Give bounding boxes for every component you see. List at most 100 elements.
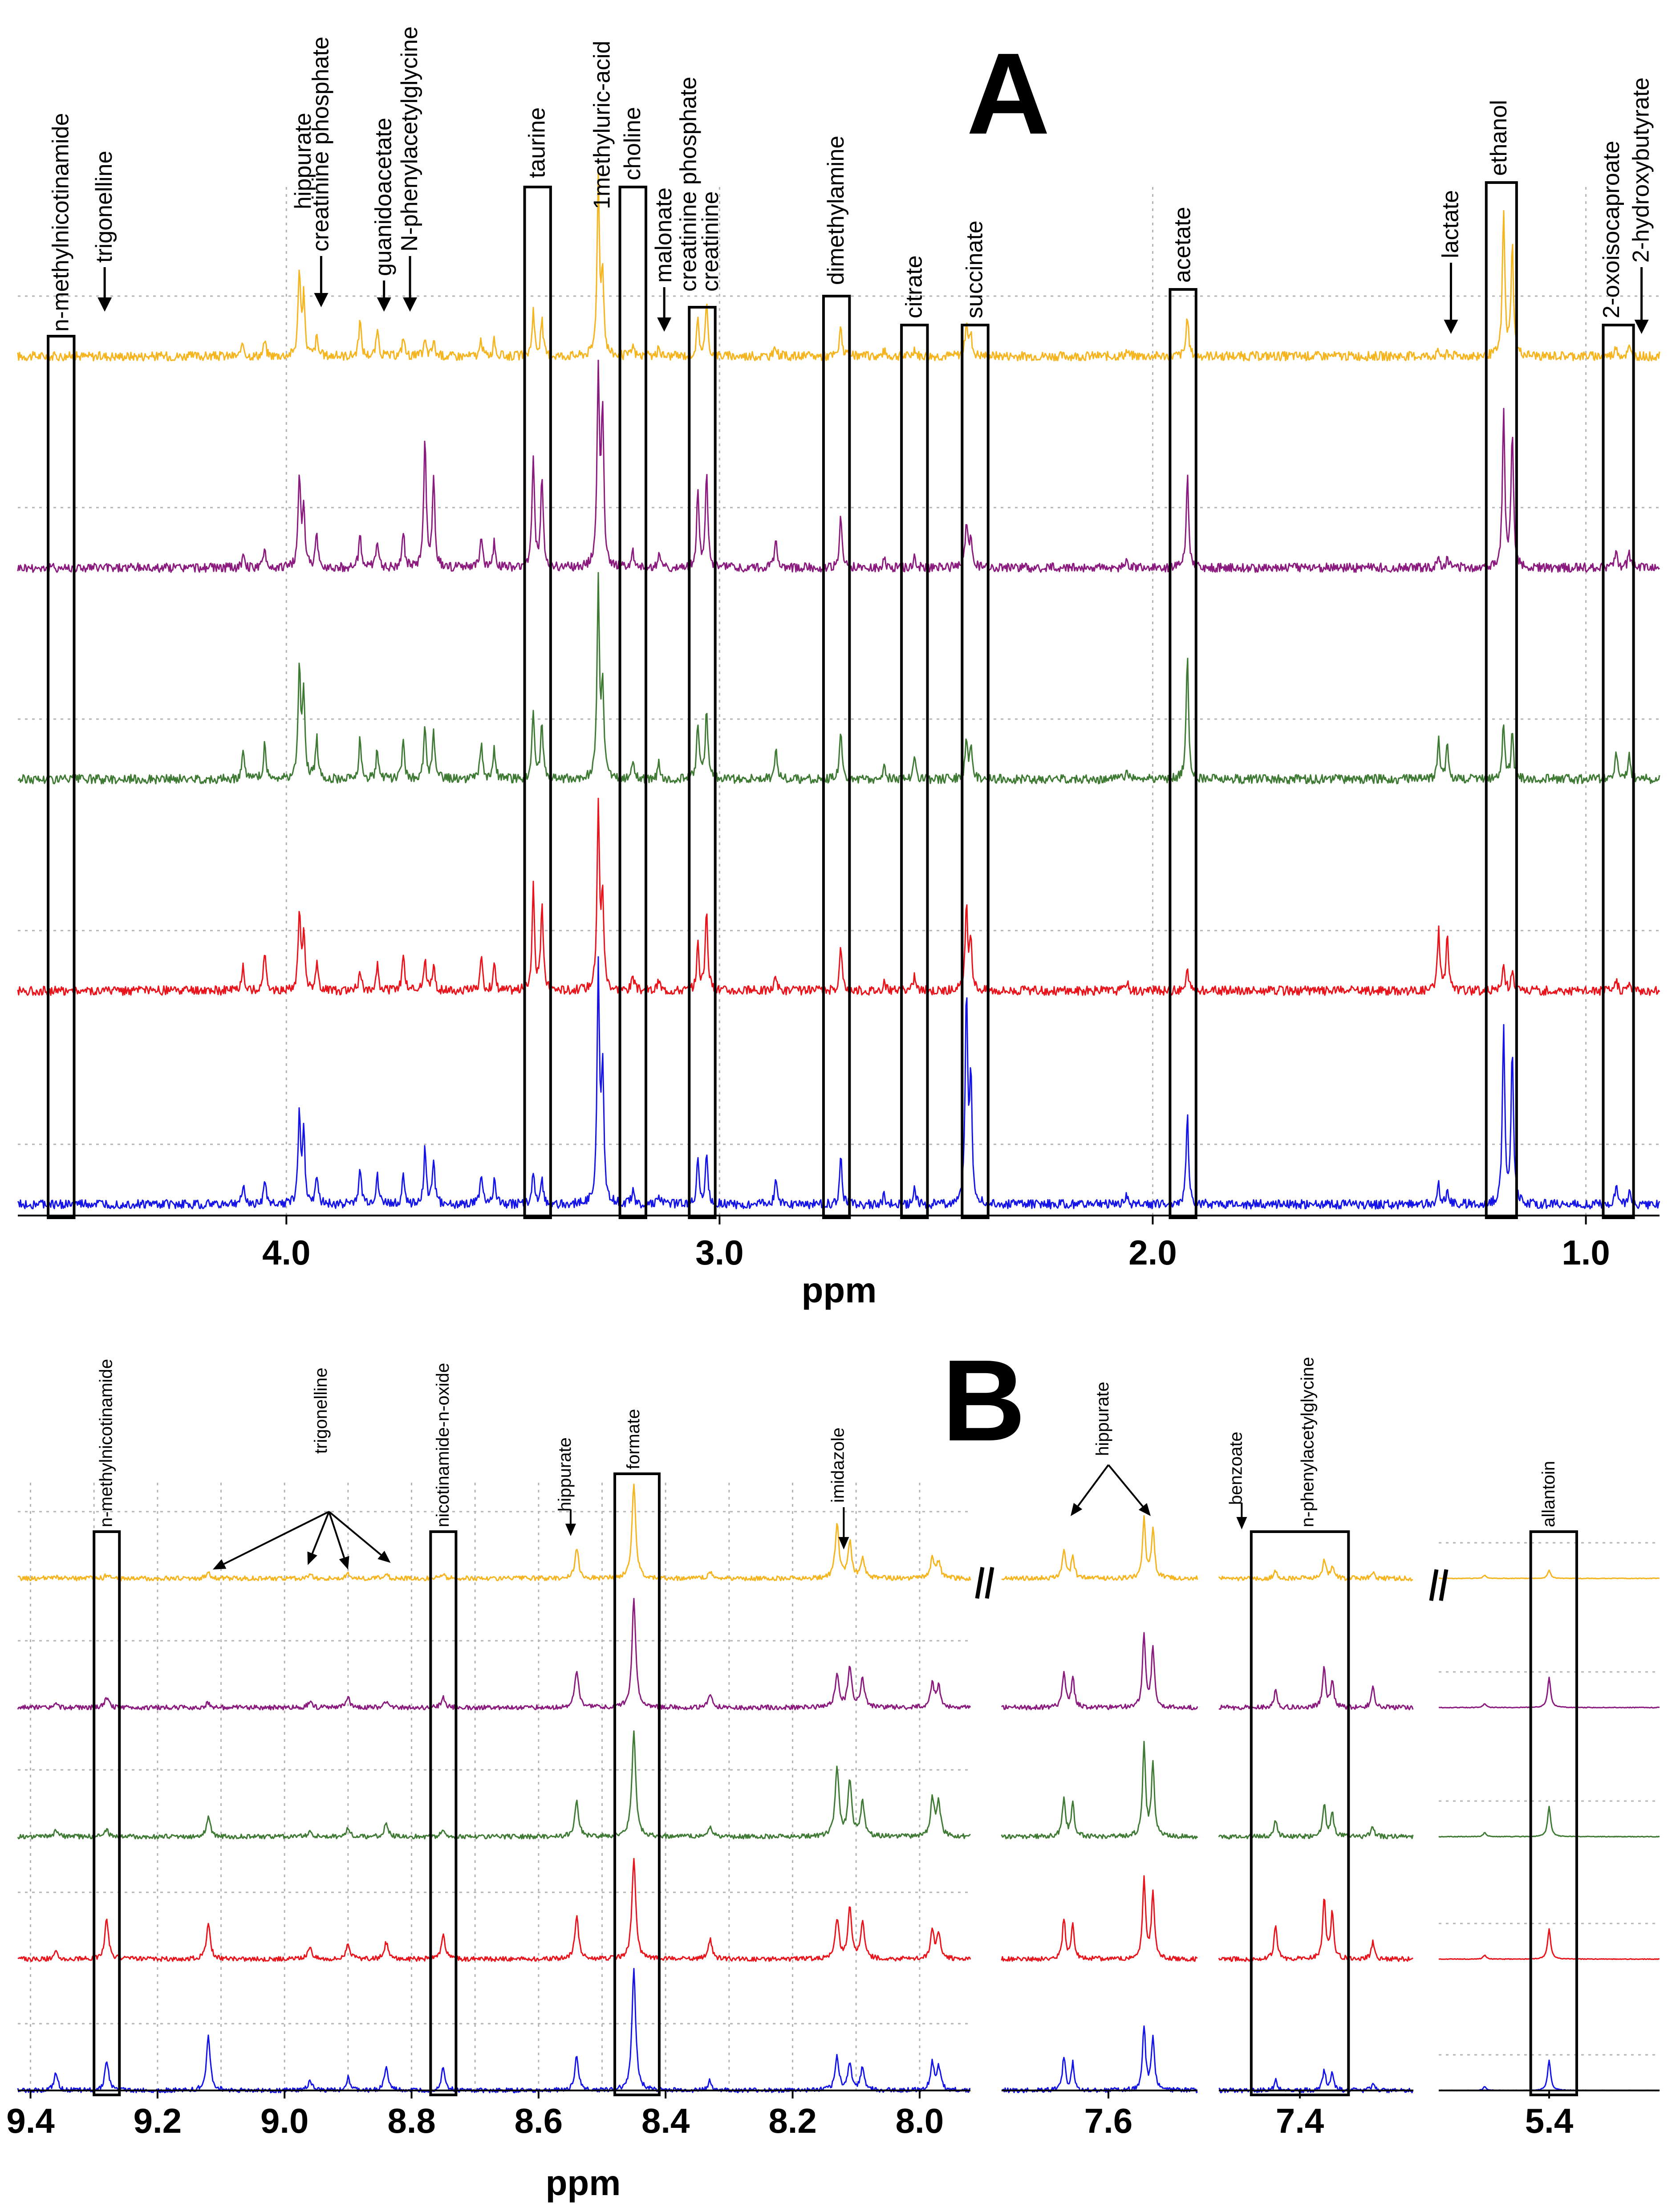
annotation-arrowhead [377,1550,391,1563]
annotation-arrow [1108,1464,1144,1507]
annotation-arrow [328,1511,382,1556]
axis-break-mark [1439,1569,1449,1601]
annotation-label: ethanol [1486,100,1512,176]
annotation-label: imidazole [828,1427,848,1503]
region-box-succinate [961,324,990,1219]
panel-a-region-boxes [47,181,1635,1219]
annotation-label: hippurate [290,113,316,209]
panel-a: A n-methylnicotinamide trigonelline hippur… [17,26,1660,1310]
panel-b-label: B [942,1336,1026,1465]
annotation-label: dimethylamine [823,136,849,285]
panel-a-annotations: n-methylnicotinamide trigonelline hippurat… [48,26,1654,334]
annotation-arrow [311,1511,330,1554]
annotation-label: formate [624,1409,643,1469]
region-box-n-methylnicotinamide [47,335,76,1219]
annotation-arrowhead [314,293,329,307]
spectrum-yellow-spectrum [17,1484,971,1582]
spectrum-purple-spectrum [17,359,1660,573]
tick-label: 5.4 [1525,2101,1573,2140]
spectrum-green-spectrum [1438,1805,1660,1838]
tick-label: 1.0 [1562,1233,1610,1272]
annotation-label: lactate [1438,190,1464,258]
spectrum-blue-spectrum [17,956,1660,1210]
annotation-arrowhead [657,317,672,332]
spectrum-purple-spectrum [17,1598,971,1711]
annotation-arrowhead [213,1559,227,1570]
axis-break-mark [985,1567,994,1599]
annotation-label: n-methylnicotinamide [48,113,73,332]
annotation-label: 1methyluric-acid [589,41,615,209]
tick-label: 8.6 [515,2101,563,2140]
tick-label: 7.6 [1084,2101,1132,2140]
spectrum-green-spectrum [1218,1804,1414,1840]
annotation-label: malonate [651,187,677,283]
annotation-label: creatinine phosphate [308,37,333,252]
panel-b-spectra [17,1484,1660,2094]
spectrum-blue-spectrum [1438,2059,1660,2092]
region-box-dimethylamine [822,295,851,1219]
region-box-taurine [523,186,552,1219]
annotation-arrow [328,1511,345,1558]
region-box-n-methylnicotinamide [93,1530,121,2096]
spectrum-yellow-spectrum [1438,1570,1660,1580]
annotation-label: n-phenylacetylglycine [1298,1357,1317,1527]
annotation-label: hippurate [1093,1382,1112,1456]
panel-b: B n-methylnicotinamide trigonelline nicoti… [6,1336,1660,2203]
annotation-arrowhead [377,297,391,312]
region-box-allantoin [1529,1530,1579,2096]
tick-label: 8.4 [641,2101,690,2140]
tick-label: 4.0 [262,1233,310,1272]
tick-label: 8.8 [387,2101,435,2140]
annotation-label: nicotinamide-n-oxide [433,1363,453,1527]
spectrum-blue-spectrum [1218,2068,1414,2094]
panel-b-axis-breaks [975,1567,1449,1601]
tick-label: 2.0 [1128,1233,1177,1272]
annotation-arrowhead [1071,1503,1083,1516]
annotation-arrowhead [339,1556,349,1570]
annotation-label: allantoin [1539,1461,1558,1527]
region-box-2-hydroxybutyrate [1602,324,1635,1219]
panel-b-annotations: n-methylnicotinamide trigonelline nicotina… [97,1357,1558,1570]
annotation-label: creatinine phosphate [676,77,702,292]
axis-break-mark [1429,1569,1439,1601]
tick-label: 9.0 [260,2101,308,2140]
spectrum-blue-spectrum [1001,2025,1198,2094]
panel-a-label: A [966,29,1050,159]
annotation-label: 2-hydroxybutyrate [1628,77,1654,263]
tick-label: 9.2 [134,2101,182,2140]
annotation-label: N-phenylacetylglycine [397,26,422,252]
annotation-label: acetate [1170,207,1196,283]
tick-label: 3.0 [695,1233,743,1272]
panel-a-spectra [17,171,1660,1210]
annotation-label: creatinine [698,191,723,292]
spectrum-red-spectrum [1001,1875,1198,1962]
spectrum-green-spectrum [17,1730,971,1840]
region-box-nicotinamide-n-oxide [429,1530,458,2096]
annotation-arrowhead [1444,320,1458,334]
region-box-ethanol [1485,181,1518,1219]
axis-break-mark [975,1567,985,1599]
tick-label: 7.4 [1276,2101,1324,2140]
spectrum-purple-spectrum [1438,1676,1660,1709]
spectrum-blue-spectrum [17,1968,971,2094]
annotation-label: taurine [524,107,550,178]
panel-a-xlabel: ppm [802,1270,877,1310]
tick-label: 9.4 [6,2101,54,2140]
annotation-label: hippurate [555,1437,575,1512]
panel-b-x-axes: 9.4 9.2 9.0 8.8 8.6 8.4 8.2 8.0 7.6 7.4 5.4 [6,2090,1660,2140]
annotation-arrowhead [403,297,418,312]
spectrum-yellow-spectrum [17,171,1660,362]
annotation-arrowhead [565,1524,576,1536]
spectrum-yellow-spectrum [1218,1558,1413,1582]
region-box-formate [613,1472,661,2096]
annotation-arrowhead [1236,1517,1247,1529]
region-box-acetate [1169,288,1197,1219]
tick-label: 8.0 [896,2101,944,2140]
annotation-label: citrate [901,255,927,318]
annotation-label: benzoate [1226,1431,1246,1505]
annotation-label: 2-oxoisocaproate [1599,141,1624,318]
annotation-arrowhead [1634,320,1649,334]
spectrum-red-spectrum [1218,1899,1414,1962]
panel-a-x-ticks: 4.0 3.0 2.0 1.0 [262,1216,1610,1272]
